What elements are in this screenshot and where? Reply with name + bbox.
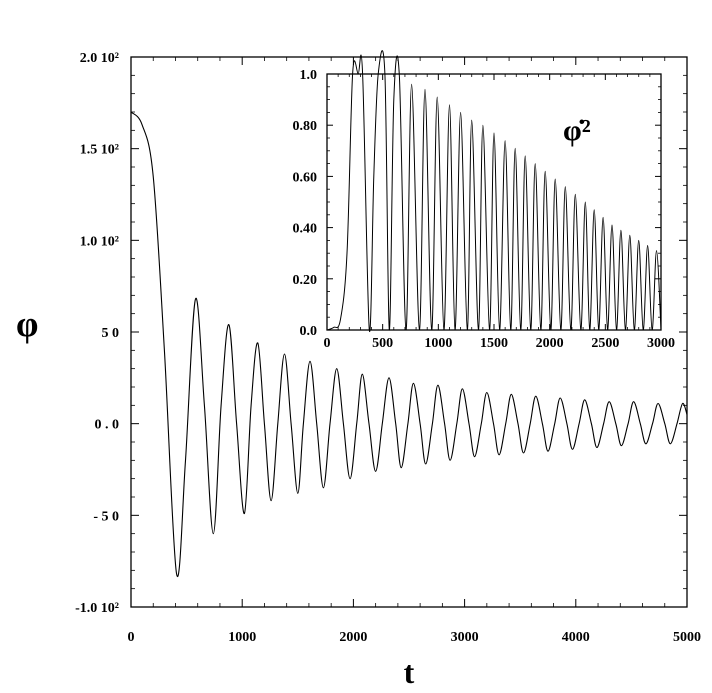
x-tick-label: 4000: [562, 630, 590, 645]
y-tick-label: 1.0 10²: [80, 234, 119, 249]
inset-x-tick-labels: 0 500 1000 1500 2000 2500 3000: [324, 336, 676, 351]
inset-y-tick-labels: 1.0 0.80 0.60 0.40 0.20 0.0: [293, 68, 318, 339]
y-tick-label: -1.0 10²: [75, 601, 119, 616]
y-tick-label: 1.0: [300, 68, 318, 83]
x-tick-label: 1000: [228, 630, 256, 645]
x-tick-label: 2000: [536, 336, 564, 351]
x-axis-title: t: [404, 654, 415, 690]
y-tick-label: - 5 0: [93, 509, 119, 524]
x-tick-label: 500: [372, 336, 393, 351]
main-y-tick-labels: 2.0 10² 1.5 10² 1.0 10² 5 0 0 . 0 - 5 0 -1.0 1…: [75, 51, 119, 616]
main-x-tick-labels: 0 1000 2000 3000 4000 5000: [128, 630, 702, 645]
x-tick-label: 1000: [424, 336, 452, 351]
inset-axis-ticks: [326, 73, 662, 331]
y-tick-label: 0 . 0: [95, 418, 120, 433]
y-tick-label: 1.5 10²: [80, 143, 119, 158]
y-tick-label: 2.0 10²: [80, 51, 119, 66]
x-tick-label: 1500: [480, 336, 508, 351]
y-tick-label: 5 0: [102, 326, 120, 341]
x-tick-label: 0: [324, 336, 331, 351]
y-axis-title: φ: [16, 304, 38, 344]
main-axis-ticks: [130, 56, 688, 608]
inset-annotation: φ̇²: [563, 114, 591, 147]
x-tick-label: 5000: [673, 630, 701, 645]
y-tick-label: 0.20: [293, 273, 318, 288]
y-tick-label: 0.80: [293, 119, 318, 134]
inset-chart: 0 500 1000 1500 2000 2500 3000 1.0 0.80 0.60 0.40…: [293, 50, 676, 351]
x-tick-label: 3000: [451, 630, 479, 645]
x-tick-label: 0: [128, 630, 135, 645]
x-tick-label: 3000: [647, 336, 675, 351]
y-tick-label: 0.0: [300, 324, 318, 339]
x-tick-label: 2000: [339, 630, 367, 645]
y-tick-label: 0.40: [293, 222, 318, 237]
main-series-line: [130, 111, 688, 577]
inset-plot-bg: [327, 74, 661, 330]
inset-series-line: [326, 50, 662, 333]
x-tick-label: 2500: [591, 336, 619, 351]
y-tick-label: 0.60: [293, 170, 318, 185]
